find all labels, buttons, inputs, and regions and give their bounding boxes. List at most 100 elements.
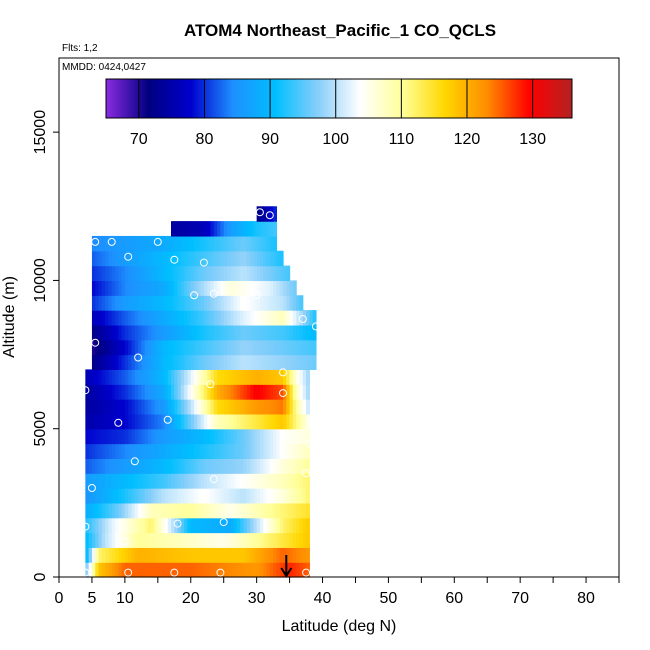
heatmap-cell	[167, 235, 172, 252]
heatmap-cell	[246, 399, 251, 415]
heatmap-cell	[131, 265, 136, 282]
sample-point	[206, 380, 215, 389]
heatmap-cell	[283, 428, 287, 445]
heatmap-cell	[111, 517, 116, 534]
heatmap-cell	[213, 295, 218, 311]
heatmap-cell	[164, 250, 169, 267]
heatmap-cell	[227, 221, 231, 237]
heatmap-cell	[213, 428, 218, 445]
heatmap-cell	[203, 399, 208, 415]
heatmap-cell	[138, 250, 142, 267]
heatmap-cell	[164, 280, 169, 296]
heatmap-cell	[151, 280, 156, 296]
heatmap-cell	[230, 413, 235, 430]
heatmap-cell	[302, 428, 307, 445]
heatmap-cell	[210, 265, 215, 282]
heatmap-cell	[299, 399, 304, 415]
heatmap-cell	[233, 399, 238, 415]
heatmap-cell	[108, 562, 113, 578]
heatmap-cell	[121, 265, 126, 282]
heatmap-cell	[171, 384, 175, 400]
heatmap-cell	[161, 413, 166, 430]
heatmap-cell	[190, 354, 195, 370]
heatmap-cell	[98, 310, 103, 326]
heatmap-cell	[292, 428, 297, 445]
heatmap-cell	[220, 384, 225, 400]
heatmap-cell	[286, 369, 291, 385]
heatmap-cell	[292, 339, 297, 356]
heatmap-cell	[273, 502, 278, 519]
heatmap-cell	[207, 473, 212, 489]
heatmap-cell	[187, 324, 192, 341]
heatmap-cell	[269, 502, 274, 519]
heatmap-cell	[174, 265, 179, 282]
heatmap-cell	[171, 221, 175, 237]
heatmap-cell	[98, 443, 103, 459]
heatmap-cell	[134, 235, 139, 252]
x-tick-label: 0	[55, 590, 64, 607]
heatmap-cell	[124, 473, 129, 489]
heatmap-cell	[279, 399, 284, 415]
heatmap-cell	[200, 295, 205, 311]
heatmap-cell	[203, 339, 208, 356]
heatmap-cell	[253, 339, 258, 356]
heatmap-cell	[250, 339, 254, 356]
heatmap-cell	[101, 369, 106, 385]
heatmap-cell	[263, 206, 268, 222]
heatmap-cell	[250, 488, 254, 504]
heatmap-cell	[144, 339, 149, 356]
heatmap-cell	[253, 413, 258, 430]
heatmap-cell	[243, 488, 248, 504]
heatmap-cell	[157, 532, 162, 548]
heatmap-cell	[283, 384, 287, 400]
heatmap-cell	[266, 502, 271, 519]
y-axis-label: Altitude (m)	[1, 276, 18, 358]
heatmap-cell	[243, 221, 248, 237]
heatmap-cell	[223, 502, 228, 519]
heatmap-cell	[190, 458, 195, 474]
heatmap-cell	[213, 413, 218, 430]
heatmap-cell	[184, 384, 189, 400]
heatmap-cell	[134, 443, 139, 459]
heatmap-cell	[276, 399, 281, 415]
sample-point	[153, 237, 162, 246]
heatmap-cell	[118, 354, 123, 370]
heatmap-cell	[256, 443, 261, 459]
heatmap-cell	[210, 280, 215, 296]
heatmap-cell	[147, 517, 152, 534]
heatmap-cell	[147, 458, 152, 474]
heatmap-cell	[128, 235, 133, 252]
heatmap-cell	[157, 413, 162, 430]
heatmap-cell	[250, 235, 254, 252]
heatmap-cell	[190, 488, 195, 504]
heatmap-cell	[279, 443, 284, 459]
heatmap-cell	[115, 443, 119, 459]
heatmap-cell	[105, 295, 110, 311]
heatmap-cell	[273, 443, 278, 459]
heatmap-cell	[95, 547, 100, 563]
heatmap-cell	[243, 324, 248, 341]
heatmap-cell	[144, 384, 149, 400]
heatmap-cell	[250, 517, 254, 534]
heatmap-cell	[217, 413, 222, 430]
heatmap-cell	[131, 547, 136, 563]
heatmap-cell	[91, 280, 96, 296]
heatmap-cell	[296, 399, 301, 415]
heatmap-cell	[233, 384, 238, 400]
heatmap-cell	[105, 547, 110, 563]
heatmap-cell	[266, 517, 271, 534]
heatmap-cell	[138, 428, 142, 445]
heatmap-cell	[141, 547, 146, 563]
heatmap-cell	[161, 502, 166, 519]
heatmap-cell	[273, 399, 278, 415]
heatmap-cell	[236, 221, 241, 237]
heatmap-cell	[213, 250, 218, 267]
heatmap-cell	[115, 502, 119, 519]
heatmap-cell	[276, 280, 281, 296]
heatmap-cell	[115, 399, 119, 415]
heatmap-cell	[171, 473, 175, 489]
sample-point	[298, 315, 307, 323]
heatmap-cell	[227, 413, 231, 430]
heatmap-cell	[141, 250, 146, 267]
heatmap-cell	[266, 324, 271, 341]
